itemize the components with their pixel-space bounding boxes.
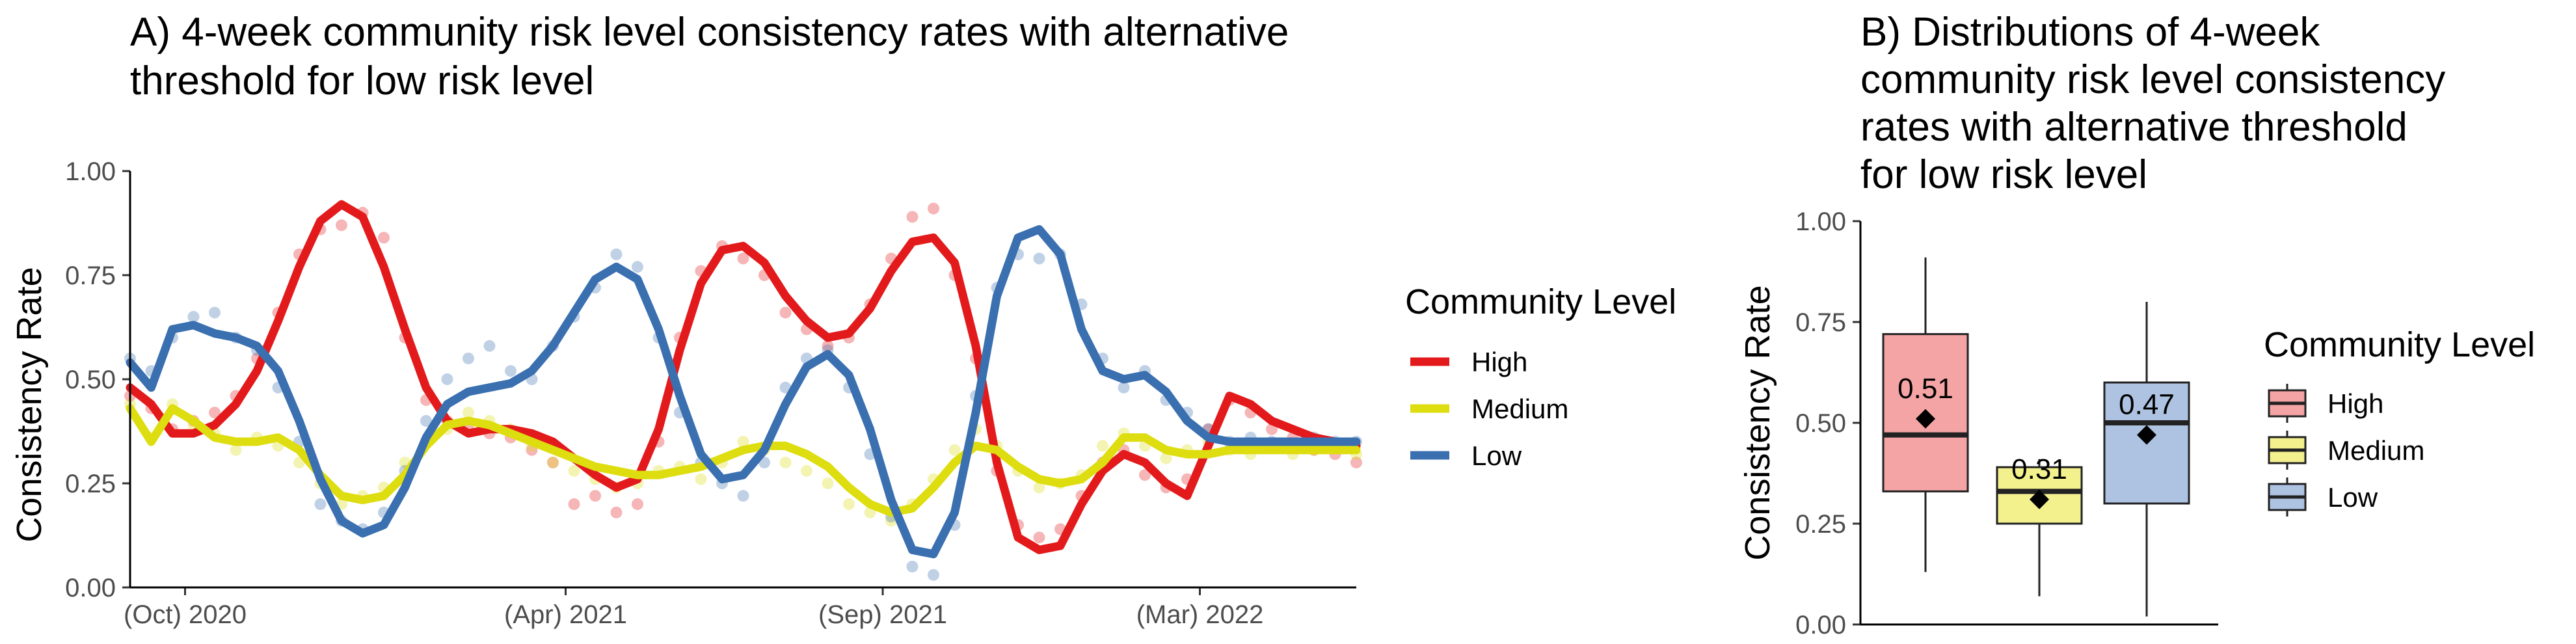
- panel-b-title-line: B) Distributions of 4-week: [1860, 10, 2320, 55]
- data-point-medium: [568, 464, 580, 477]
- data-point-high: [610, 506, 623, 518]
- panel-b-y-axis-title: Consistency Rate: [1738, 285, 1777, 560]
- data-point-high: [336, 219, 347, 232]
- data-point-medium: [695, 473, 707, 485]
- y-tick-label: 1.00: [1795, 208, 1846, 236]
- data-point-low: [463, 353, 474, 364]
- data-point-high: [209, 407, 221, 419]
- data-point-low: [483, 340, 496, 352]
- data-point-low: [610, 248, 623, 260]
- data-point-medium: [801, 464, 812, 477]
- panel-a-lines: [126, 200, 1361, 559]
- data-point-medium: [843, 498, 855, 510]
- x-tick-label: (Sep) 2021: [818, 600, 947, 629]
- series-line-high: [126, 200, 1361, 554]
- data-point-high: [1139, 469, 1151, 481]
- panel-a-y-axis-title: Consistency Rate: [10, 267, 49, 542]
- y-tick-label: 1.00: [65, 157, 116, 186]
- data-point-medium: [779, 457, 792, 468]
- data-point-medium: [1033, 481, 1045, 494]
- panel-a-title: A) 4-week community risk level consisten…: [130, 10, 1289, 55]
- y-tick-label: 0.50: [65, 366, 116, 394]
- mean-marker-low: [2137, 425, 2156, 445]
- data-point-high: [906, 211, 919, 223]
- panel-b-legend-title: Community Level: [2264, 325, 2535, 364]
- data-point-low: [441, 373, 453, 385]
- mean-marker-medium: [2030, 489, 2049, 509]
- panel-b-title-line: for low risk level: [1860, 152, 2147, 197]
- legend-label-high: High: [2328, 388, 2383, 419]
- panel-a-legend: Community Level High Medium Low: [1405, 282, 1676, 471]
- data-point-low: [906, 561, 919, 572]
- panel-a-points: [124, 202, 1362, 581]
- legend-label-low: Low: [1471, 440, 1522, 471]
- mean-marker-high: [1916, 409, 1935, 429]
- data-point-medium: [885, 515, 897, 527]
- mean-label-low: 0.47: [2119, 389, 2175, 421]
- legend-label-high: High: [1471, 347, 1527, 377]
- y-tick-label: 0.00: [65, 574, 116, 602]
- panel-b-y-ticks: 0.00 0.25 0.50 0.75 1.00: [1795, 208, 1860, 639]
- data-point-low: [1118, 381, 1130, 394]
- legend-label-low: Low: [2328, 482, 2378, 513]
- data-point-low: [209, 306, 221, 319]
- y-tick-label: 0.75: [1795, 308, 1846, 337]
- series-line-low: [126, 225, 1361, 559]
- x-tick-label: (Apr) 2021: [504, 600, 627, 629]
- y-tick-label: 0.25: [65, 470, 116, 498]
- data-point-high: [1033, 531, 1045, 544]
- data-point-high: [589, 490, 601, 502]
- data-point-high: [737, 252, 749, 265]
- data-point-low: [632, 261, 643, 273]
- data-point-medium: [822, 477, 834, 489]
- panel-a-legend-title: Community Level: [1405, 282, 1676, 321]
- data-point-low: [928, 569, 939, 581]
- panel-a: A) 4-week community risk level consisten…: [10, 10, 1676, 629]
- mean-label-medium: 0.31: [2011, 453, 2067, 485]
- y-tick-label: 0.50: [1795, 409, 1846, 438]
- panel-a-y-ticks: 0.00 0.25 0.50 0.75 1.00: [65, 157, 130, 602]
- data-point-medium: [737, 436, 749, 448]
- data-point-high: [1350, 457, 1362, 468]
- data-point-high: [779, 306, 792, 319]
- data-point-high: [632, 498, 643, 510]
- data-point-medium: [463, 407, 474, 419]
- x-tick-label: (Mar) 2022: [1136, 600, 1264, 629]
- panel-b-legend: Community Level High Medium Low: [2264, 325, 2535, 517]
- data-point-medium: [547, 457, 559, 468]
- data-point-high: [547, 457, 559, 468]
- panel-b-title-line: rates with alternative threshold: [1860, 105, 2408, 150]
- y-tick-label: 0.00: [1795, 611, 1846, 639]
- mean-label-high: 0.51: [1898, 373, 1953, 405]
- data-point-high: [378, 232, 390, 244]
- y-tick-label: 0.75: [65, 262, 116, 290]
- data-point-low: [187, 311, 200, 323]
- data-point-high: [928, 202, 939, 215]
- x-tick-label: (Oct) 2020: [124, 600, 247, 629]
- panel-a-title-line2: threshold for low risk level: [130, 59, 594, 103]
- data-point-medium: [1160, 452, 1172, 464]
- data-point-medium: [1097, 440, 1108, 452]
- data-point-high: [568, 498, 580, 510]
- data-point-low: [1033, 252, 1045, 265]
- legend-label-medium: Medium: [1471, 394, 1568, 424]
- data-point-medium: [230, 444, 242, 456]
- legend-label-medium: Medium: [2328, 435, 2424, 466]
- panel-b-title-line: community risk level consistency: [1860, 57, 2445, 102]
- series-line-medium: [126, 404, 1361, 517]
- data-point-medium: [948, 444, 961, 456]
- y-tick-label: 0.25: [1795, 510, 1846, 539]
- data-point-low: [505, 365, 517, 377]
- data-point-high: [822, 340, 834, 352]
- data-point-low: [314, 498, 327, 510]
- data-point-low: [420, 415, 432, 427]
- data-point-low: [737, 490, 749, 502]
- panel-b-boxes: 0.51 0.31 0.47: [1882, 257, 2190, 617]
- panel-a-x-ticks: (Oct) 2020 (Apr) 2021 (Sep) 2021 (Mar) 2022: [124, 587, 1263, 629]
